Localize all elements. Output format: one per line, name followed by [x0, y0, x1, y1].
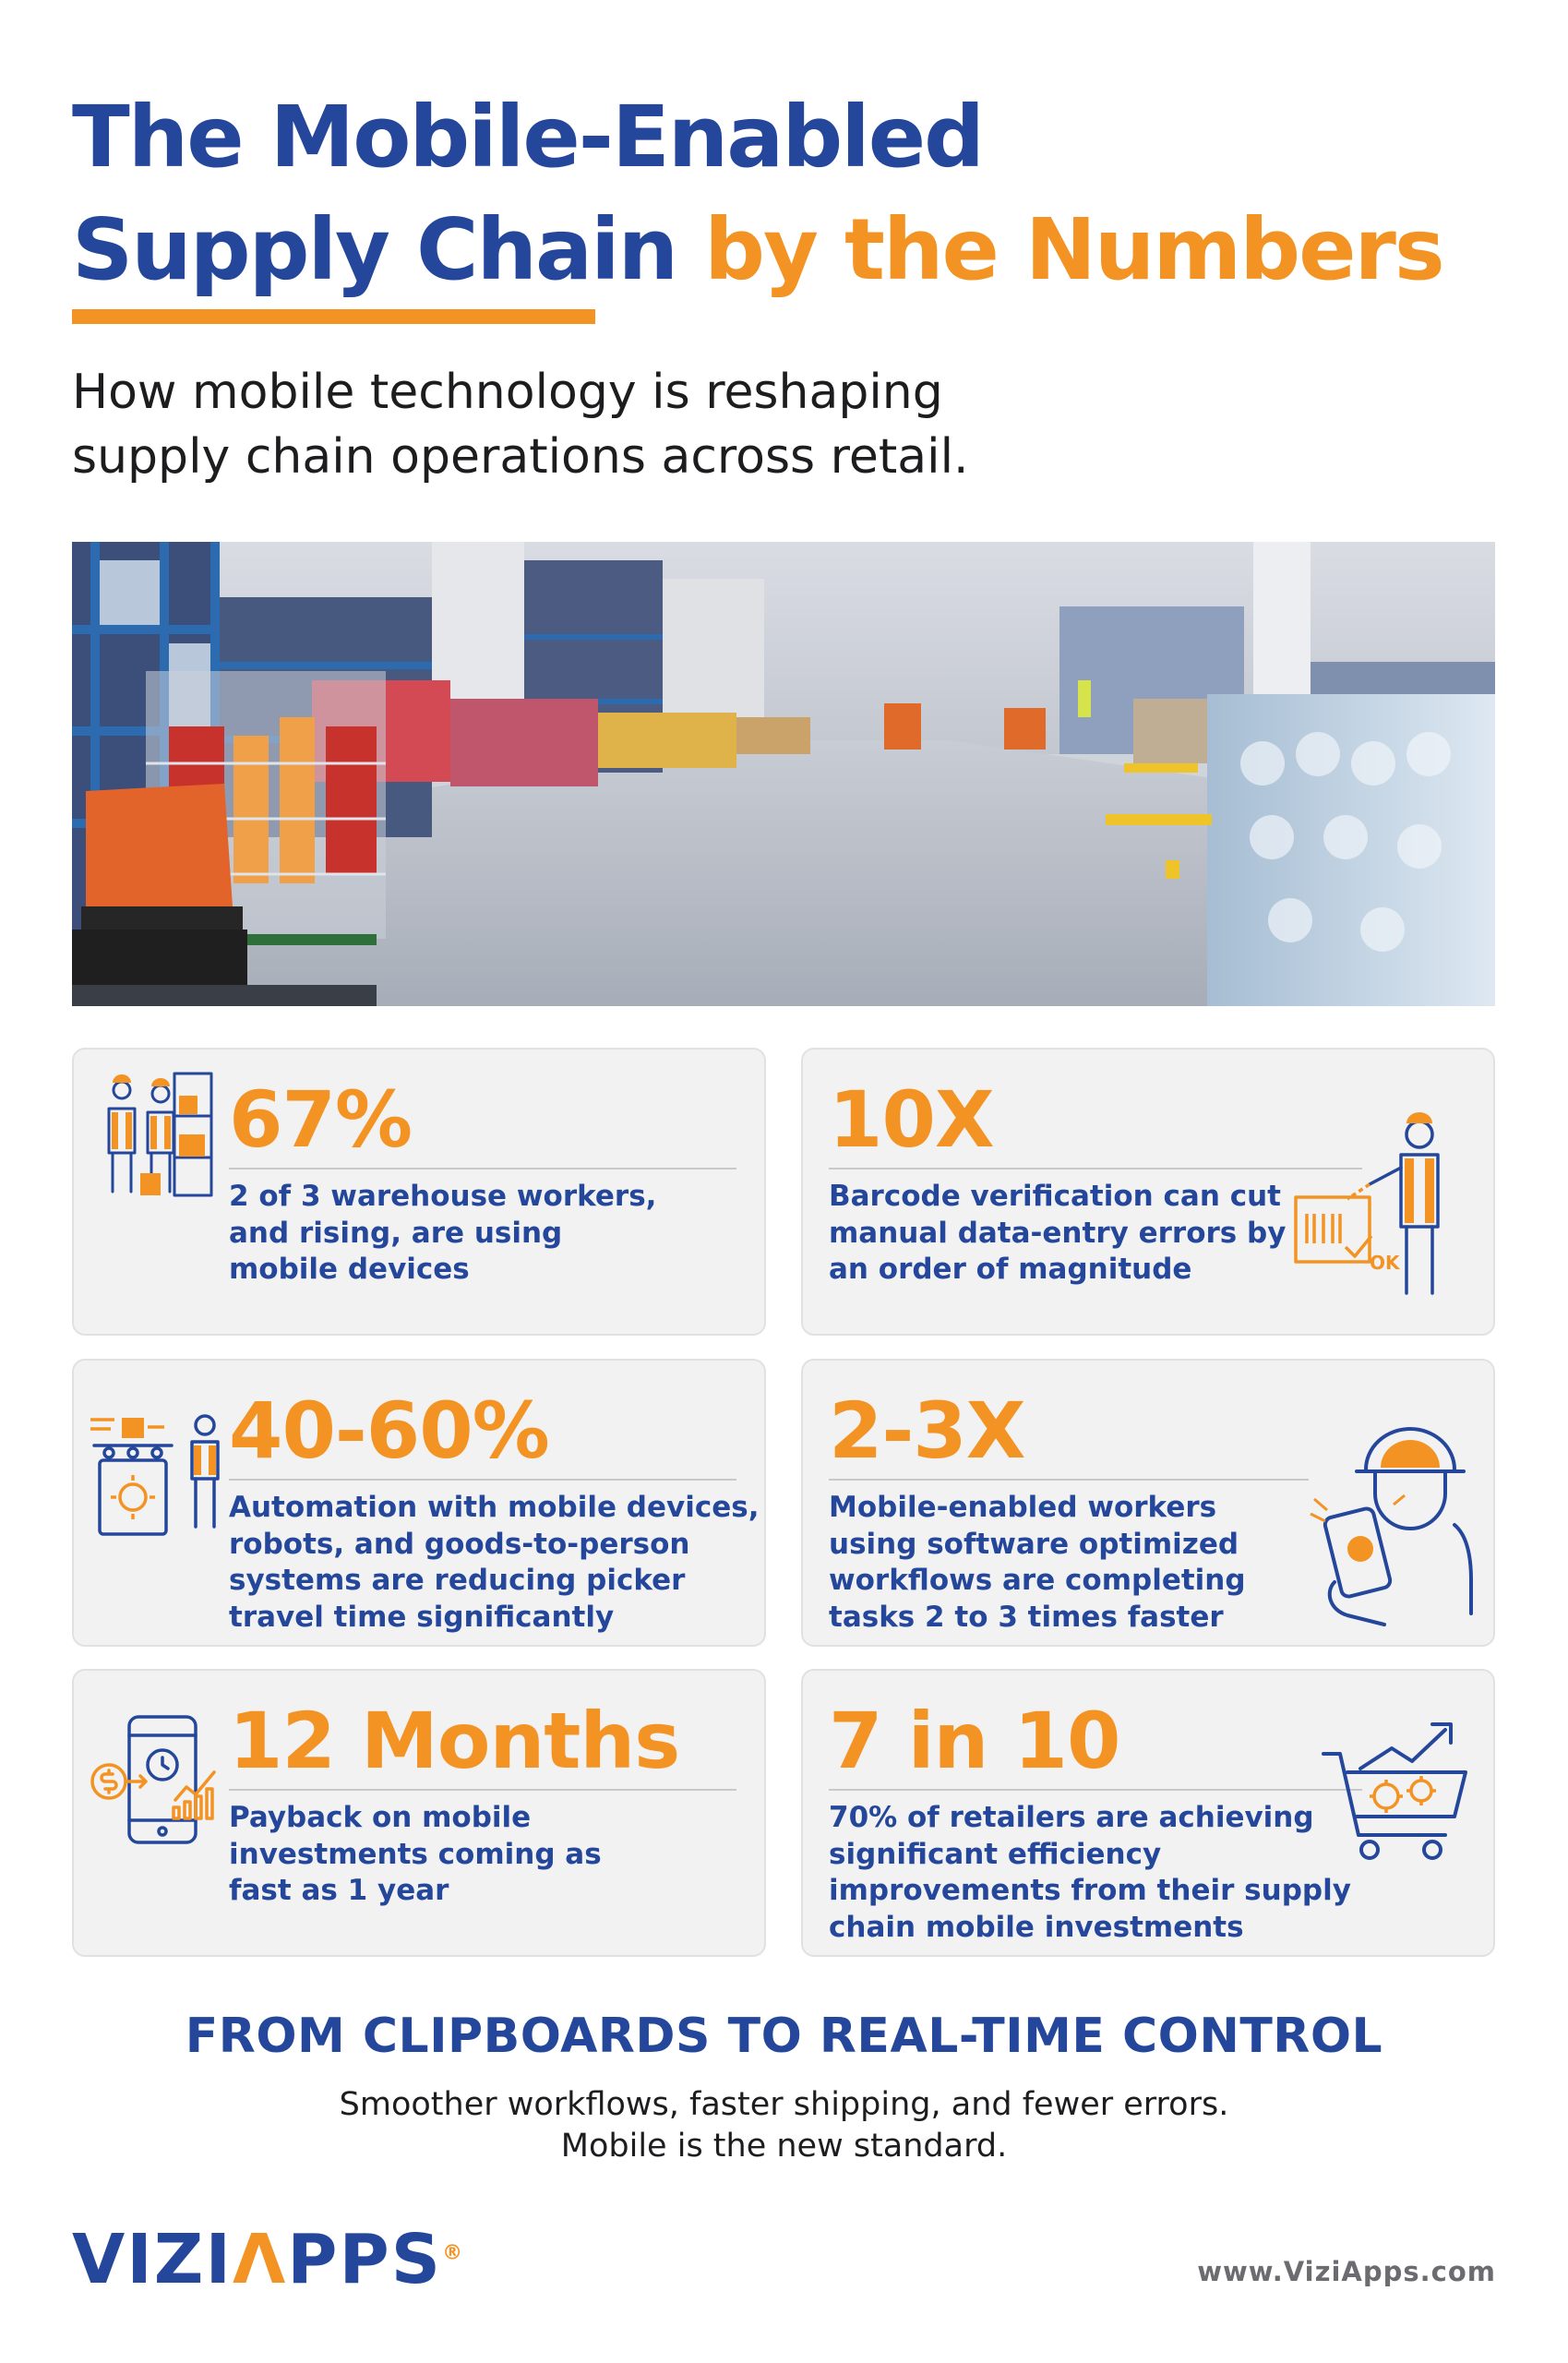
ok-badge: OK: [1370, 1252, 1401, 1274]
desc-line: manual data-entry errors by: [829, 1216, 1287, 1250]
barcode-scanner-worker-icon: OK: [1294, 1112, 1440, 1295]
stat-divider: [829, 1168, 1362, 1170]
desc-line: using software optimized: [829, 1527, 1239, 1561]
stat-description: Mobile-enabled workers using software op…: [829, 1490, 1246, 1636]
stat-value: 12 Months: [229, 1696, 680, 1786]
section-tagline-1: Smoother workflows, faster shipping, and…: [339, 2086, 1229, 2123]
stat-divider: [829, 1789, 1362, 1791]
desc-line: improvements from their supply: [829, 1874, 1351, 1907]
stat-card-retailers: 7 in 10 70% of retailers are achieving s…: [801, 1669, 1495, 1957]
stat-divider: [229, 1168, 736, 1170]
desc-line: investments coming as: [229, 1837, 602, 1871]
desc-line: systems are reducing picker: [229, 1564, 686, 1597]
stat-card-workers: 67% 2 of 3 warehouse workers, and rising…: [72, 1048, 766, 1336]
desc-line: Automation with mobile devices,: [229, 1491, 760, 1524]
desc-line: chain mobile investments: [829, 1910, 1244, 1944]
desc-line: Barcode verification can cut: [829, 1180, 1281, 1213]
desc-line: robots, and goods-to-person: [229, 1527, 690, 1561]
desc-line: mobile devices: [229, 1253, 470, 1286]
desc-line: fast as 1 year: [229, 1874, 449, 1907]
title-highlight: by the Numbers: [704, 200, 1444, 299]
desc-line: 2 of 3 warehouse workers,: [229, 1180, 657, 1213]
stat-description: Barcode verification can cut manual data…: [829, 1179, 1286, 1289]
logo-text: PPS: [287, 2220, 443, 2299]
desc-line: workflows are completing: [829, 1564, 1246, 1597]
automation-conveyor-icon: [90, 1414, 220, 1536]
logo-text: VIZI: [72, 2220, 233, 2299]
section-heading: FROM CLIPBOARDS TO REAL-TIME CONTROL: [185, 2009, 1383, 2064]
page-subtitle: How mobile technology is reshaping suppl…: [72, 360, 1179, 489]
stat-divider: [829, 1479, 1309, 1481]
title-underline: [72, 309, 595, 324]
desc-line: Mobile-enabled workers: [829, 1491, 1217, 1524]
stat-divider: [229, 1479, 736, 1481]
page-title: The Mobile-Enabled Supply Chain by the N…: [72, 81, 1445, 306]
website-url: www.ViziApps.com: [1197, 2256, 1496, 2287]
stat-card-payback: 12 Months Payback on mobile investments …: [72, 1669, 766, 1957]
stat-value: 40-60%: [229, 1385, 550, 1476]
stat-value: 67%: [229, 1074, 413, 1165]
stat-description: Automation with mobile devices, robots, …: [229, 1490, 759, 1636]
desc-line: significant efficiency: [829, 1837, 1162, 1871]
stat-value: 7 in 10: [829, 1696, 1120, 1786]
desc-line: an order of magnitude: [829, 1253, 1192, 1286]
subtitle-line-1: How mobile technology is reshaping: [72, 365, 943, 420]
stat-card-speed: 2-3X Mobile-enabled workers using softwa…: [801, 1359, 1495, 1647]
stat-description: Payback on mobile investments coming as …: [229, 1800, 602, 1910]
desc-line: 70% of retailers are achieving: [829, 1801, 1314, 1834]
title-line-2: Supply Chain: [72, 200, 678, 299]
section-tagline-2: Mobile is the new standard.: [560, 2128, 1008, 2165]
stat-description: 70% of retailers are achieving significa…: [829, 1800, 1351, 1946]
subtitle-line-2: supply chain operations across retail.: [72, 429, 969, 485]
desc-line: travel time significantly: [229, 1600, 615, 1634]
viziapps-logo: VIZIΛPPS®: [72, 2220, 464, 2299]
warehouse-workers-icon: [107, 1072, 213, 1197]
stat-card-barcode: 10X Barcode verification can cut manual …: [801, 1048, 1495, 1336]
desc-line: tasks 2 to 3 times faster: [829, 1600, 1224, 1634]
desc-line: Payback on mobile: [229, 1801, 532, 1834]
cart-growth-icon: [1322, 1722, 1467, 1860]
worker-with-phone-icon: [1310, 1427, 1473, 1626]
stat-value: 10X: [829, 1074, 995, 1165]
registered-mark: ®: [442, 2241, 465, 2265]
stat-description: 2 of 3 warehouse workers, and rising, ar…: [229, 1179, 656, 1289]
warehouse-hero-image: [72, 542, 1495, 1006]
mobile-payback-icon: [90, 1715, 216, 1844]
stat-divider: [229, 1789, 736, 1791]
desc-line: and rising, are using: [229, 1216, 563, 1250]
stat-card-automation: 40-60% Automation with mobile devices, r…: [72, 1359, 766, 1647]
stat-value: 2-3X: [829, 1385, 1026, 1476]
logo-accent: Λ: [233, 2220, 288, 2299]
title-line-1: The Mobile-Enabled: [72, 88, 985, 186]
